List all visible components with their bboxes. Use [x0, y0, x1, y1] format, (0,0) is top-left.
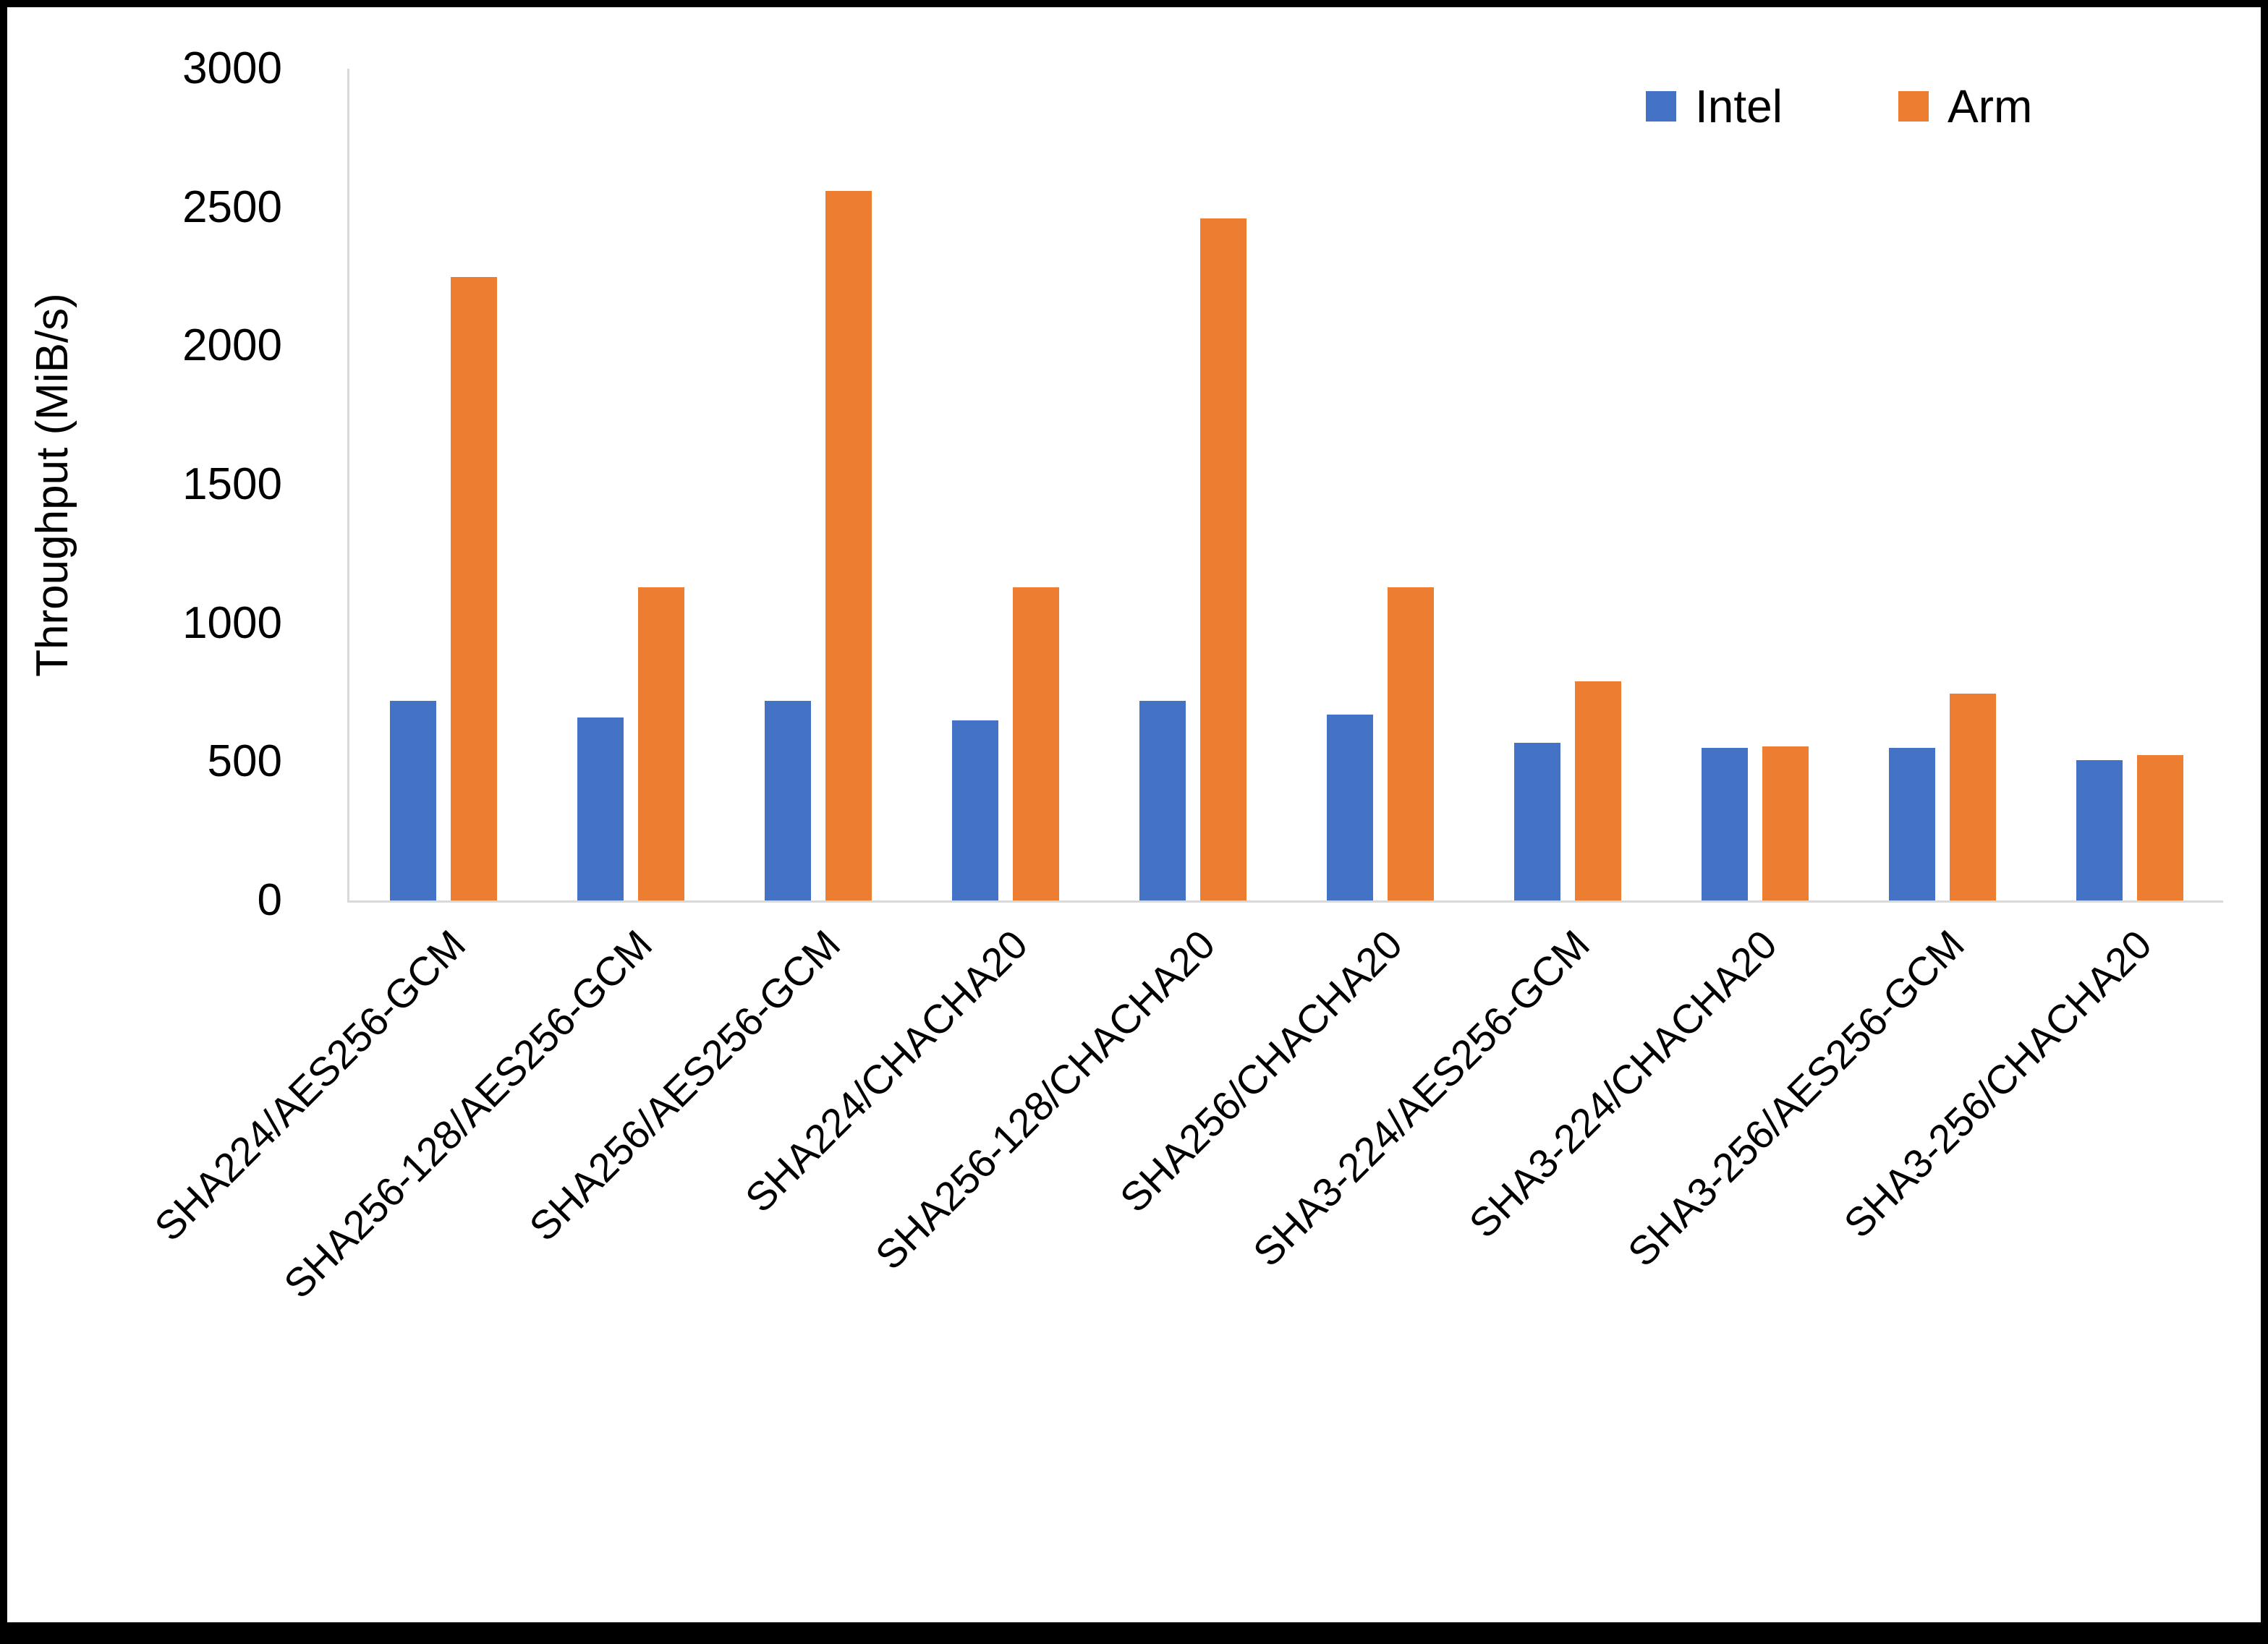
bar-intel	[1326, 715, 1373, 900]
y-tick-label: 1000	[182, 597, 282, 648]
x-category-label: SHA224/AES256-GCM	[145, 921, 474, 1250]
bar-arm	[1387, 587, 1434, 900]
bar-intel	[2076, 760, 2123, 900]
bar-intel	[951, 720, 998, 900]
bar-intel	[389, 701, 436, 900]
x-category-label: SHA256-128/CHACHA20	[866, 921, 1223, 1279]
x-category-label: SHA256-128/AES256-GCM	[275, 921, 661, 1307]
legend-swatch-arm	[1898, 91, 1929, 122]
plot-area	[347, 69, 2223, 903]
bar-chart: Throughput (MiB/s) 0 500 1000 1500 2000 2500 3…	[7, 7, 2261, 1622]
bar-intel	[1513, 742, 1560, 900]
bar-group	[764, 69, 872, 900]
y-tick-label: 1500	[182, 459, 282, 509]
x-category-label: SHA256/AES256-GCM	[519, 921, 849, 1250]
legend-label: Arm	[1947, 80, 2033, 132]
bar-arm	[450, 276, 497, 900]
y-tick-label: 0	[257, 875, 282, 925]
bar-group	[577, 69, 684, 900]
bar-arm	[1762, 746, 1809, 900]
bar-arm	[637, 587, 684, 900]
bar-intel	[1888, 748, 1935, 900]
bar-intel	[1701, 748, 1748, 900]
y-axis: Throughput (MiB/s)	[11, 69, 94, 900]
y-tick-label: 3000	[182, 43, 282, 93]
bar-arm	[1199, 218, 1246, 900]
x-category-label: SHA3-256/AES256-GCM	[1618, 921, 1973, 1275]
bar-arm	[1949, 694, 1996, 900]
bar-group	[951, 69, 1059, 900]
legend-label: Intel	[1695, 80, 1783, 132]
bar-group	[1888, 69, 1996, 900]
bar-group	[2076, 69, 2183, 900]
x-axis-labels: SHA224/AES256-GCM SHA256-128/AES256-GCM SH…	[145, 908, 2221, 1457]
legend-item-intel: Intel	[1646, 80, 1783, 133]
legend-item-arm: Arm	[1898, 80, 2032, 133]
bar-group	[389, 69, 497, 900]
bar-intel	[577, 717, 624, 900]
y-tick-label: 2500	[182, 182, 282, 232]
x-category-label: SHA3-224/CHACHA20	[1460, 921, 1785, 1247]
y-tick-label: 2000	[182, 320, 282, 371]
bar-intel	[764, 701, 811, 900]
y-axis-title: Throughput (MiB/s)	[27, 292, 78, 677]
bar-intel	[1139, 701, 1186, 900]
bar-arm	[2136, 754, 2183, 900]
x-category-label: SHA3-256/CHACHA20	[1835, 921, 2160, 1247]
bar-arm	[1012, 587, 1059, 900]
bar-group	[1701, 69, 1809, 900]
bar-arm	[1574, 681, 1621, 900]
bar-group	[1139, 69, 1246, 900]
bar-arm	[825, 190, 872, 900]
legend-swatch-intel	[1646, 91, 1676, 122]
bar-group	[1326, 69, 1434, 900]
x-category-label: SHA3-224/AES256-GCM	[1244, 921, 1598, 1275]
bar-group	[1513, 69, 1621, 900]
y-tick-label: 500	[207, 736, 282, 787]
y-axis-ticks: 0 500 1000 1500 2000 2500 3000	[94, 46, 311, 923]
chart-legend: Intel Arm	[1646, 80, 2032, 133]
